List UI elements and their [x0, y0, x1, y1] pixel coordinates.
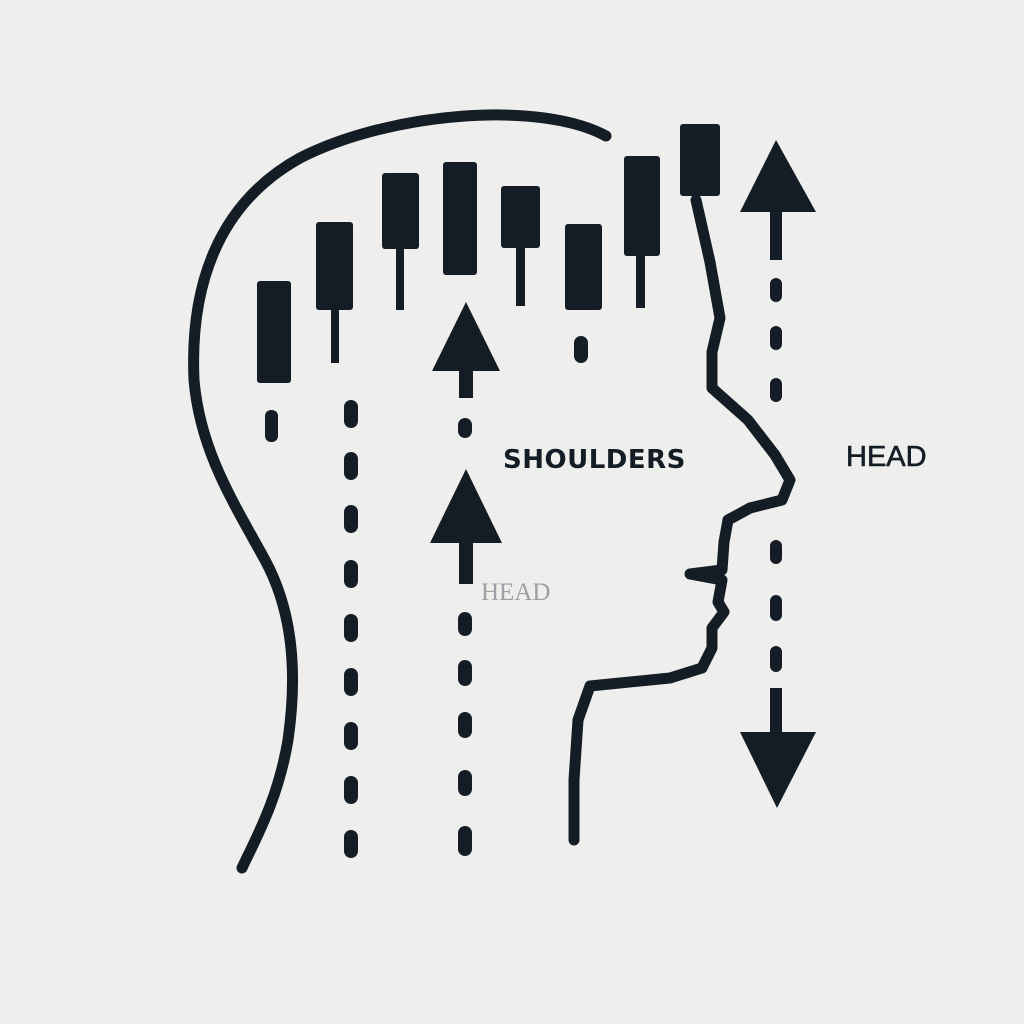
candlestick-3	[382, 173, 419, 310]
candlestick-group	[257, 124, 720, 442]
arrow-up-icon	[432, 302, 500, 398]
candlestick-8	[680, 124, 720, 196]
arrow-up-icon	[740, 140, 816, 260]
head-label-faint: HEAD	[481, 579, 551, 606]
head-label: HEAD	[846, 441, 927, 473]
arrow-down-icon	[740, 688, 816, 808]
face-profile-outline	[568, 194, 796, 846]
dashed-guide-lines	[344, 278, 782, 858]
arrow-up-icon	[430, 469, 502, 584]
head-profile-outline	[188, 109, 612, 874]
dashed-guide-line-right	[770, 278, 782, 672]
dashed-guide-line-left	[344, 400, 358, 858]
candlestick-6	[565, 224, 602, 363]
candlestick-4	[443, 162, 477, 275]
candlestick-1	[257, 281, 291, 442]
shoulders-label: SHOULDERS	[503, 445, 686, 475]
candlestick-2	[316, 222, 353, 363]
dashed-guide-line-center	[458, 418, 472, 856]
candlestick-5	[501, 186, 540, 306]
candlestick-7	[624, 156, 660, 308]
